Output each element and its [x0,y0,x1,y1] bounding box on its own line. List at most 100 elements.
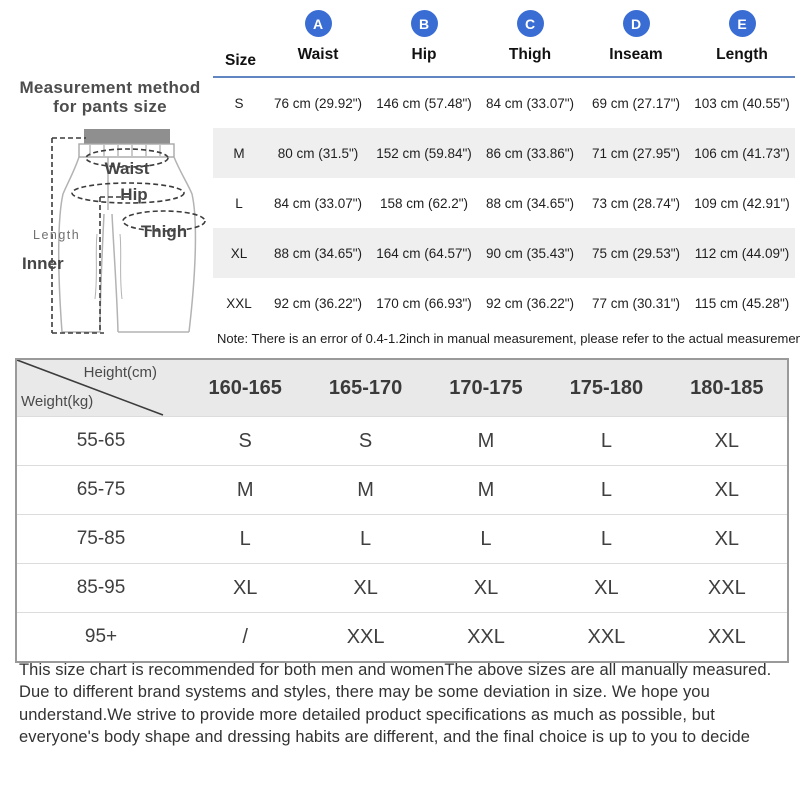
pants-outline [57,156,197,333]
fit-cell: L [480,527,492,550]
fit-cell: L [600,429,612,452]
waist-value: 92 cm (36.22") [273,295,363,311]
column-label-waist: Waist [297,46,339,63]
size-name: L [235,195,243,211]
height-col-2: 170-175 [449,376,523,399]
size-corner-label: Size [225,52,257,69]
length-label: Length [33,228,80,242]
thigh-value: 88 cm (34.65") [485,195,575,211]
inseam-value: 73 cm (28.74") [591,195,681,211]
fit-cell: XL [714,527,740,550]
column-label-inseam: Inseam [609,46,663,63]
length-value: 106 cm (41.73") [694,145,790,161]
fit-cell: S [238,429,252,452]
waist-label: Waist [105,159,150,178]
waist-value: 88 cm (34.65") [273,245,363,261]
length-value: 115 cm (45.28") [694,295,790,311]
fit-cell: L [360,527,372,550]
badge-b-icon: B [410,10,438,37]
size-row-xxl: XXL 92 cm (36.22") 170 cm (66.93") 92 cm… [213,278,795,328]
size-row-l: L 84 cm (33.07") 158 cm (62.2") 88 cm (3… [213,178,795,228]
fit-row-75-85: 75-85 L L L L XL [17,514,787,563]
length-value: 103 cm (40.55") [694,95,790,111]
inseam-value: 69 cm (27.17") [591,95,681,111]
fit-cell: S [358,429,373,452]
fit-row-85-95: 85-95 XL XL XL XL XXL [17,563,787,612]
inseam-value: 71 cm (27.95") [591,145,681,161]
fit-cell: L [600,478,612,501]
fit-cell: XXL [467,625,505,648]
size-name: M [233,145,245,161]
fit-cell: XXL [707,576,746,599]
thigh-value: 92 cm (36.22") [485,295,575,311]
size-name: XXL [226,295,252,311]
fit-cell: L [239,527,251,550]
diagonal-line [17,360,164,416]
column-thigh: C Thigh [477,2,583,84]
inseam-value: 77 cm (30.31") [591,295,681,311]
height-col-0: 160-165 [208,376,282,399]
weight-axis-label: Weight(kg) [21,393,94,410]
weight-range: 85-95 [76,577,126,598]
fit-row-95plus: 95+ / XXL XXL XXL XXL [17,612,787,661]
fit-table: Height(cm) Weight(kg) 160-165 165-170 17… [15,358,789,663]
waist-value: 76 cm (29.92") [273,95,363,111]
fit-row-65-75: 65-75 M M M L XL [17,465,787,514]
fit-row-55-65: 55-65 S S M L XL [17,416,787,465]
weight-range: 55-65 [76,430,126,451]
height-col-4: 180-185 [690,376,764,399]
fit-cell: XXL [346,625,385,648]
length-value: 112 cm (44.09") [694,245,790,261]
hip-value: 170 cm (66.93") [376,295,472,311]
column-label-length: Length [716,46,768,63]
length-value: 109 cm (42.91") [694,195,790,211]
fit-cell: XXL [587,625,626,648]
hip-value: 158 cm (62.2") [379,195,469,211]
diagram-title-line1: Measurement method [19,78,201,97]
thigh-label: Thigh [141,222,187,241]
badge-d-icon: D [622,10,650,37]
size-row-m: M 80 cm (31.5") 152 cm (59.84") 86 cm (3… [213,128,795,178]
diagram-title-line2: for pants size [53,97,167,116]
weight-range: 75-85 [76,528,126,549]
fit-cell: M [477,429,495,452]
weight-range: 95+ [84,626,118,647]
diagram-title: Measurement method for pants size [6,78,214,116]
height-col-3: 175-180 [569,376,644,399]
fit-cell: L [600,527,612,550]
fit-cell: XXL [707,625,746,648]
height-col-1: 165-170 [328,376,403,399]
waistband-shape [84,129,170,144]
hip-value: 164 cm (64.57") [376,245,472,261]
hip-value: 146 cm (57.48") [376,95,472,111]
fit-cell: XL [714,429,740,452]
waist-value: 80 cm (31.5") [277,145,359,161]
fit-cell: M [357,478,374,501]
fit-cell: XL [714,478,740,501]
thigh-value: 86 cm (33.86") [485,145,575,161]
fit-table-header: Height(cm) Weight(kg) 160-165 165-170 17… [17,360,787,416]
badge-e-icon: E [728,10,756,37]
column-length: E Length [689,2,795,84]
thigh-value: 84 cm (33.07") [485,95,575,111]
hip-value: 152 cm (59.84") [376,145,472,161]
inner-label: Inner [22,254,64,273]
fit-cell: M [477,478,495,501]
fit-cell: / [242,625,248,648]
column-label-hip: Hip [411,46,437,63]
fit-cell: XL [473,576,499,599]
column-inseam: D Inseam [583,2,689,84]
thigh-value: 90 cm (35.43") [485,245,575,261]
measurement-lines [51,137,206,334]
fit-cell: XL [232,576,258,599]
size-table-header: Size A Waist B Hip C Thigh D Inseam E Le… [213,2,795,78]
size-name: XL [230,245,248,261]
badge-a-icon: A [304,10,332,37]
weight-range: 65-75 [76,479,126,500]
inseam-value: 75 cm (29.53") [591,245,681,261]
column-waist: A Waist [265,2,371,84]
measurement-note: Note: There is an error of 0.4-1.2inch i… [217,331,800,346]
column-label-thigh: Thigh [508,46,552,63]
column-hip: B Hip [371,2,477,84]
size-table: Size A Waist B Hip C Thigh D Inseam E Le… [213,2,800,346]
